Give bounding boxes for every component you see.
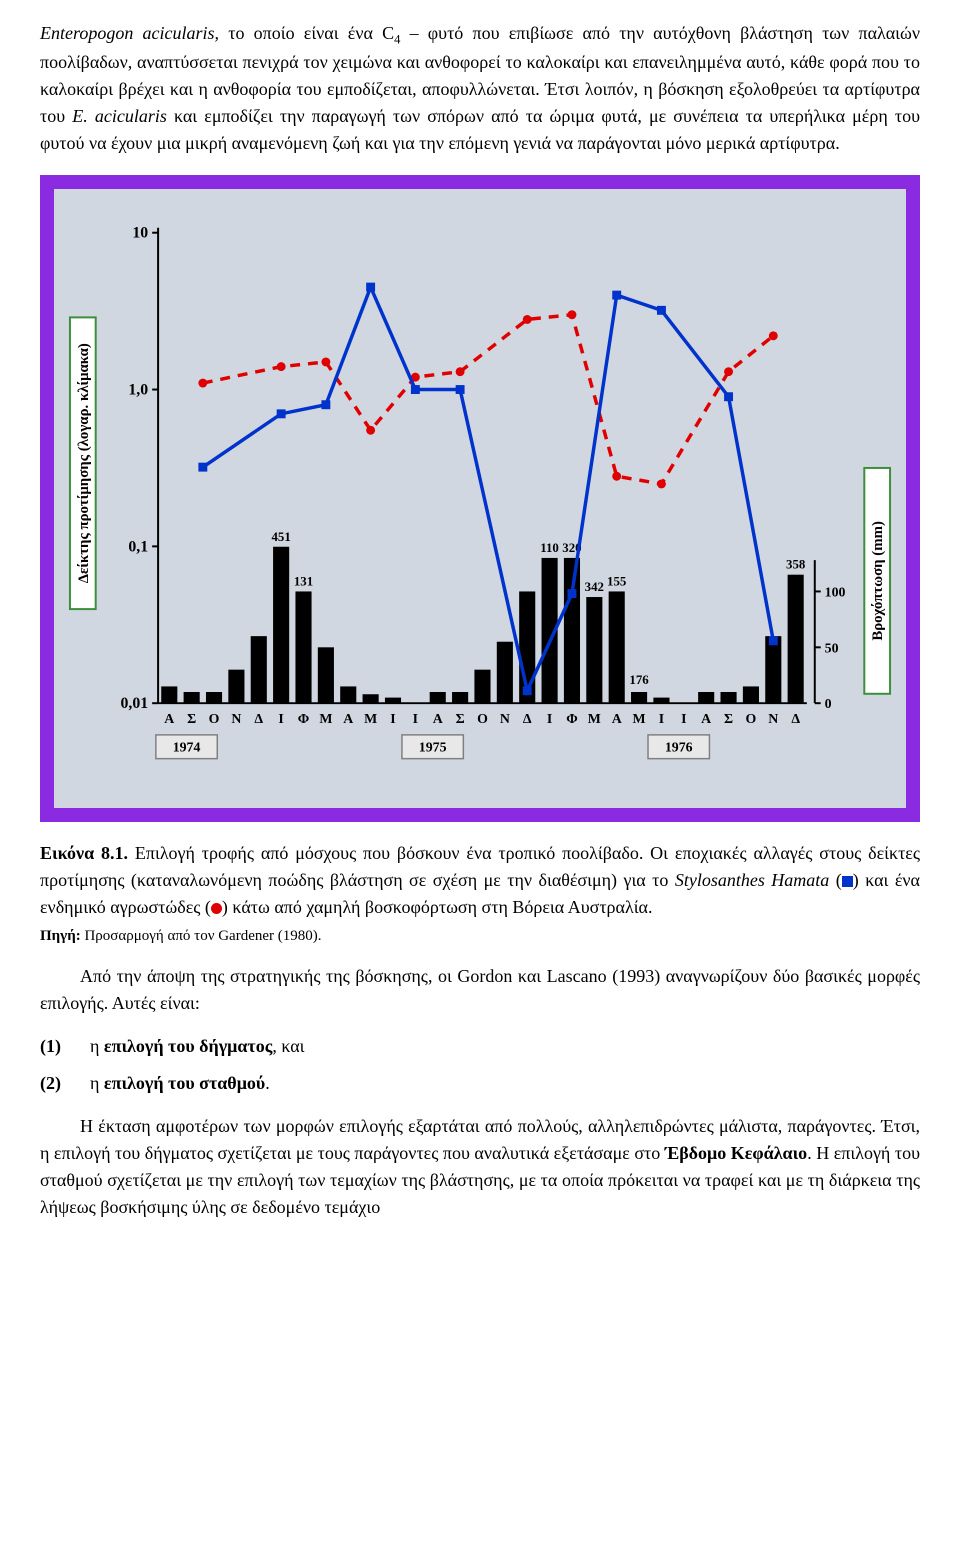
figure-source: Πηγή: Προσαρμογή από τον Gardener (1980)…: [40, 925, 920, 948]
svg-text:Ο: Ο: [209, 711, 220, 726]
svg-text:Α: Α: [701, 711, 711, 726]
paragraph-3: Η έκταση αμφοτέρων των μορφών επιλογής ε…: [40, 1113, 920, 1221]
svg-text:1974: 1974: [173, 740, 201, 755]
svg-text:100: 100: [825, 585, 846, 600]
svg-text:Δ: Δ: [254, 711, 263, 726]
svg-text:1976: 1976: [665, 740, 693, 755]
svg-text:451: 451: [271, 530, 290, 544]
svg-text:Ι: Ι: [681, 711, 686, 726]
svg-text:Ι: Ι: [547, 711, 552, 726]
list-number-2: (2): [40, 1070, 90, 1097]
svg-text:Σ: Σ: [456, 711, 465, 726]
svg-text:Μ: Μ: [319, 711, 332, 726]
svg-text:Ι: Ι: [413, 711, 418, 726]
svg-text:0,1: 0,1: [128, 539, 148, 556]
svg-text:131: 131: [294, 575, 313, 589]
svg-text:Α: Α: [612, 711, 622, 726]
svg-text:0: 0: [825, 697, 832, 712]
svg-text:Δ: Δ: [791, 711, 800, 726]
svg-text:Ο: Ο: [477, 711, 488, 726]
svg-text:Σ: Σ: [187, 711, 196, 726]
list-text-2: η επιλογή του σταθμού.: [90, 1070, 270, 1097]
svg-text:Α: Α: [164, 711, 174, 726]
svg-text:Ν: Ν: [500, 711, 510, 726]
svg-text:110: 110: [540, 541, 559, 555]
figure-container: 0,010,11,010451131110320342155176358ΑΣΟΝ…: [40, 175, 920, 821]
svg-text:Φ: Φ: [566, 711, 578, 726]
paragraph-1: Enteropogon acicularis, το οποίο είναι έ…: [40, 20, 920, 157]
svg-text:342: 342: [585, 581, 604, 595]
list-text-1: η επιλογή του δήγματος, και: [90, 1033, 305, 1060]
svg-text:176: 176: [629, 674, 649, 688]
svg-text:Ν: Ν: [231, 711, 241, 726]
svg-text:10: 10: [132, 225, 148, 242]
svg-text:Μ: Μ: [364, 711, 377, 726]
svg-text:Ι: Ι: [659, 711, 664, 726]
list-number-1: (1): [40, 1033, 90, 1060]
svg-text:50: 50: [825, 641, 839, 656]
svg-text:Δ: Δ: [523, 711, 532, 726]
svg-text:1975: 1975: [419, 740, 447, 755]
svg-text:Μ: Μ: [633, 711, 646, 726]
svg-text:1,0: 1,0: [128, 382, 148, 399]
svg-text:Ο: Ο: [746, 711, 757, 726]
svg-text:Δείκτης προτίμησης (λογαρ. κλί: Δείκτης προτίμησης (λογαρ. κλίμακα): [76, 344, 92, 584]
svg-text:Α: Α: [433, 711, 443, 726]
svg-text:Ι: Ι: [390, 711, 395, 726]
paragraph-2: Από την άποψη της στρατηγικής της βόσκησ…: [40, 963, 920, 1017]
svg-text:358: 358: [786, 558, 805, 572]
svg-text:0,01: 0,01: [120, 696, 148, 713]
svg-text:Μ: Μ: [588, 711, 601, 726]
svg-text:Φ: Φ: [298, 711, 309, 726]
svg-text:Α: Α: [343, 711, 353, 726]
svg-text:Σ: Σ: [724, 711, 733, 726]
list-item-1: (1) η επιλογή του δήγματος, και: [40, 1033, 920, 1060]
svg-text:Ι: Ι: [278, 711, 283, 726]
svg-text:155: 155: [607, 575, 626, 589]
preference-chart: 0,010,11,010451131110320342155176358ΑΣΟΝ…: [64, 203, 896, 797]
figure-caption: Εικόνα 8.1. Επιλογή τροφής από μόσχους π…: [40, 840, 920, 921]
list-item-2: (2) η επιλογή του σταθμού.: [40, 1070, 920, 1097]
svg-text:Ν: Ν: [768, 711, 778, 726]
svg-text:Βροχόπτωση (mm): Βροχόπτωση (mm): [870, 521, 886, 641]
